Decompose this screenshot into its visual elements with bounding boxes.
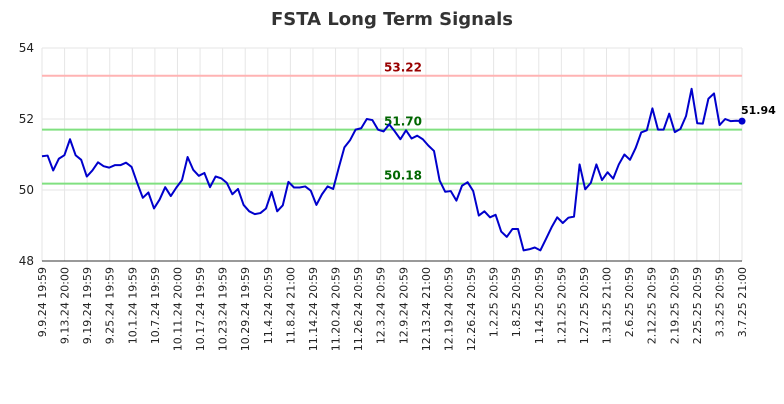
y-tick-label: 50 [19,183,34,197]
x-tick-label: 11.20.24 20:59 [330,267,343,351]
x-tick-label: 10.17.24 19:59 [194,267,207,351]
signal-level-label: 50.18 [384,169,422,183]
price-line [41,87,743,252]
grid-layer [41,47,743,262]
last-price-label: 51.94 [741,104,776,117]
x-tick-label: 3.3.25 20:59 [713,267,726,337]
x-tick-label: 1.8.25 20:59 [510,267,523,337]
x-tick-label: 12.3.24 20:59 [375,267,388,344]
x-tick-label: 12.13.24 21:00 [420,267,433,351]
x-tick-label: 11.8.24 21:00 [284,267,297,344]
signal-level-label: 53.22 [384,61,422,75]
y-tick-label: 48 [19,254,34,268]
x-tick-label: 10.1.24 19:59 [126,267,139,344]
x-tick-label: 11.4.24 20:59 [262,267,275,344]
last-price-marker [738,117,746,125]
x-tick-label: 1.21.25 20:59 [555,267,568,344]
x-tick-label: 10.29.24 19:59 [239,267,252,351]
x-tick-label: 3.7.25 21:00 [736,267,749,337]
x-tick-label: 2.19.25 20:59 [668,267,681,344]
x-tick-label: 2.6.25 20:59 [623,267,636,337]
x-tick-label: 10.11.24 20:00 [171,267,184,351]
y-tick-label: 52 [19,112,34,126]
series-layer: 51.94 [41,87,776,252]
x-tick-label: 1.2.25 20:59 [488,267,501,337]
x-tick-label: 2.12.25 20:59 [646,267,659,344]
x-tick-label: 9.25.24 19:59 [104,267,117,344]
y-tick-label: 54 [19,41,34,55]
axis-layer: 9.9.24 19:59 9.13.24 20:00 9.19.24 19:59 9.… [19,41,749,351]
x-tick-label: 1.31.25 21:00 [601,267,614,344]
x-tick-label: 10.7.24 19:59 [149,267,162,344]
signal-level-label: 51.70 [384,115,422,129]
x-tick-label: 9.13.24 20:00 [59,267,72,344]
x-tick-label: 9.19.24 19:59 [81,267,94,344]
x-tick-label: 2.25.25 20:59 [691,267,704,344]
x-tick-label: 12.26.24 20:59 [465,267,478,351]
x-tick-label: 1.27.25 20:59 [578,267,591,344]
x-tick-label: 10.23.24 19:59 [217,267,230,351]
x-tick-label: 11.26.24 20:59 [352,267,365,351]
x-tick-label: 11.14.24 20:59 [307,267,320,351]
chart-title: FSTA Long Term Signals [271,9,513,30]
x-tick-label: 12.19.24 20:59 [442,267,455,351]
annotation-layer: 53.22 51.70 50.18 [42,61,742,185]
x-tick-label: 1.14.25 20:59 [533,267,546,344]
x-tick-label: 12.9.24 20:59 [397,267,410,344]
x-tick-label: 9.9.24 19:59 [36,267,49,337]
